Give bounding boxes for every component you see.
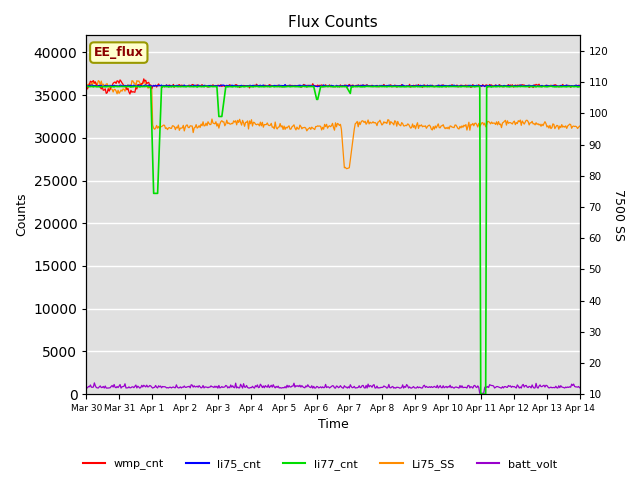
Legend: wmp_cnt, li75_cnt, li77_cnt, Li75_SS, batt_volt: wmp_cnt, li75_cnt, li77_cnt, Li75_SS, ba…: [78, 455, 562, 474]
X-axis label: Time: Time: [317, 419, 348, 432]
Title: Flux Counts: Flux Counts: [288, 15, 378, 30]
Y-axis label: 7500 SS: 7500 SS: [612, 189, 625, 241]
Y-axis label: Counts: Counts: [15, 193, 28, 237]
Text: EE_flux: EE_flux: [94, 46, 144, 59]
